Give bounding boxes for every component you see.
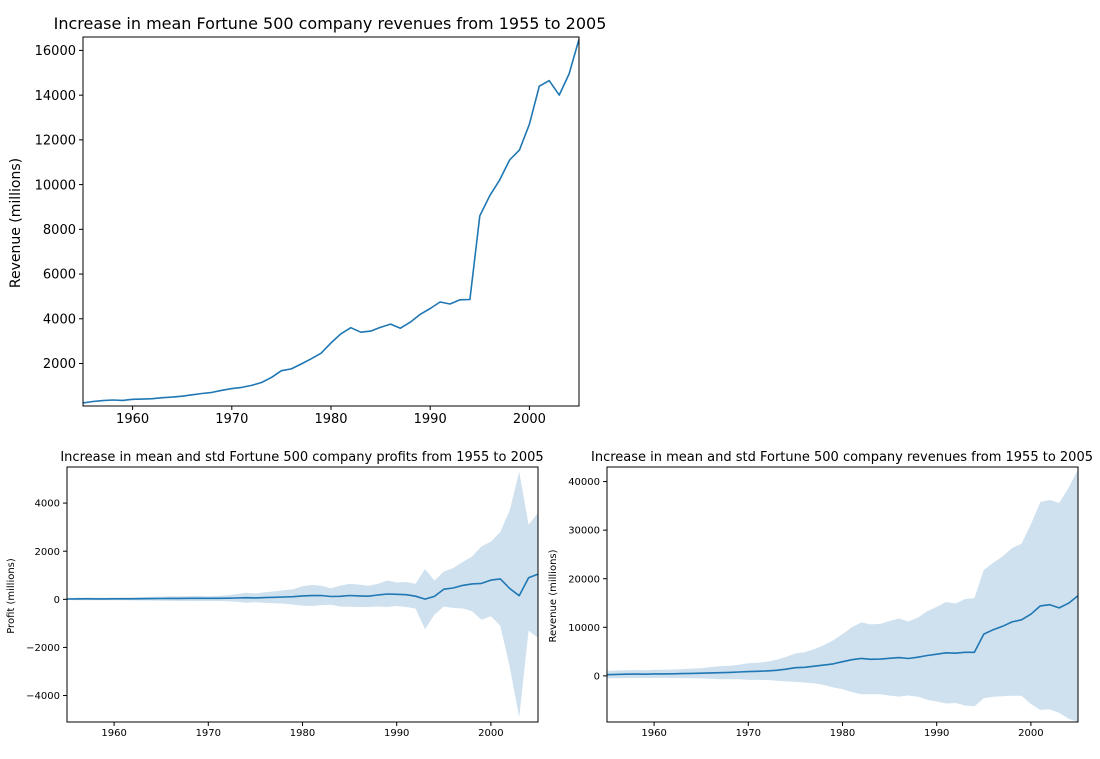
y-tick-label: 10000 (35, 178, 76, 193)
y-tick-label: 4000 (35, 499, 60, 510)
y-axis-label: Profit (millions) (6, 558, 17, 634)
y-tick-label: 30000 (568, 526, 600, 537)
y-tick-label: 14000 (35, 89, 76, 104)
y-tick-label: 10000 (568, 623, 600, 634)
x-tick-label: 1990 (414, 412, 447, 427)
x-tick-label: 1990 (924, 728, 949, 739)
x-tick-label: 1960 (641, 728, 666, 739)
profit-band-chart: Increase in mean and std Fortune 500 com… (6, 450, 544, 739)
x-tick-label: 1990 (384, 728, 409, 739)
plot-frame (82, 36, 580, 407)
y-tick-label: 0 (54, 595, 60, 606)
y-tick-label: −4000 (26, 691, 60, 702)
x-tick-label: 1970 (215, 412, 248, 427)
x-tick-label: 1960 (101, 728, 126, 739)
x-tick-label: 2000 (1018, 728, 1043, 739)
revenue-line-chart: Increase in mean Fortune 500 company rev… (8, 14, 606, 427)
x-tick-label: 1970 (736, 728, 761, 739)
chart-title: Increase in mean Fortune 500 company rev… (54, 14, 607, 33)
y-axis-label: Revenue (millions) (548, 549, 559, 642)
std-band (607, 469, 1078, 722)
y-tick-label: 4000 (43, 312, 76, 327)
std-band (67, 471, 538, 718)
mean-line (67, 573, 538, 600)
y-tick-label: 20000 (568, 574, 600, 585)
mean-line (83, 38, 579, 404)
x-tick-label: 1980 (830, 728, 855, 739)
chart-title: Increase in mean and std Fortune 500 com… (60, 450, 543, 465)
y-tick-label: −2000 (26, 643, 60, 654)
chart-title: Increase in mean and std Fortune 500 com… (591, 450, 1093, 465)
y-tick-label: 16000 (35, 44, 76, 59)
y-axis-label: Revenue (millions) (8, 158, 24, 288)
x-tick-label: 1980 (290, 728, 315, 739)
x-tick-label: 2000 (513, 412, 546, 427)
y-tick-label: 8000 (43, 223, 76, 238)
y-tick-label: 0 (594, 671, 600, 682)
y-tick-label: 12000 (35, 134, 76, 149)
y-tick-label: 6000 (43, 268, 76, 283)
x-tick-label: 1970 (196, 728, 221, 739)
mean-line (607, 595, 1078, 676)
x-tick-label: 1980 (314, 412, 347, 427)
y-tick-label: 2000 (35, 547, 60, 558)
y-tick-label: 40000 (568, 477, 600, 488)
x-tick-label: 1960 (116, 412, 149, 427)
y-tick-label: 2000 (43, 357, 76, 372)
x-tick-label: 2000 (478, 728, 503, 739)
revenue-band-chart: Increase in mean and std Fortune 500 com… (548, 450, 1093, 739)
